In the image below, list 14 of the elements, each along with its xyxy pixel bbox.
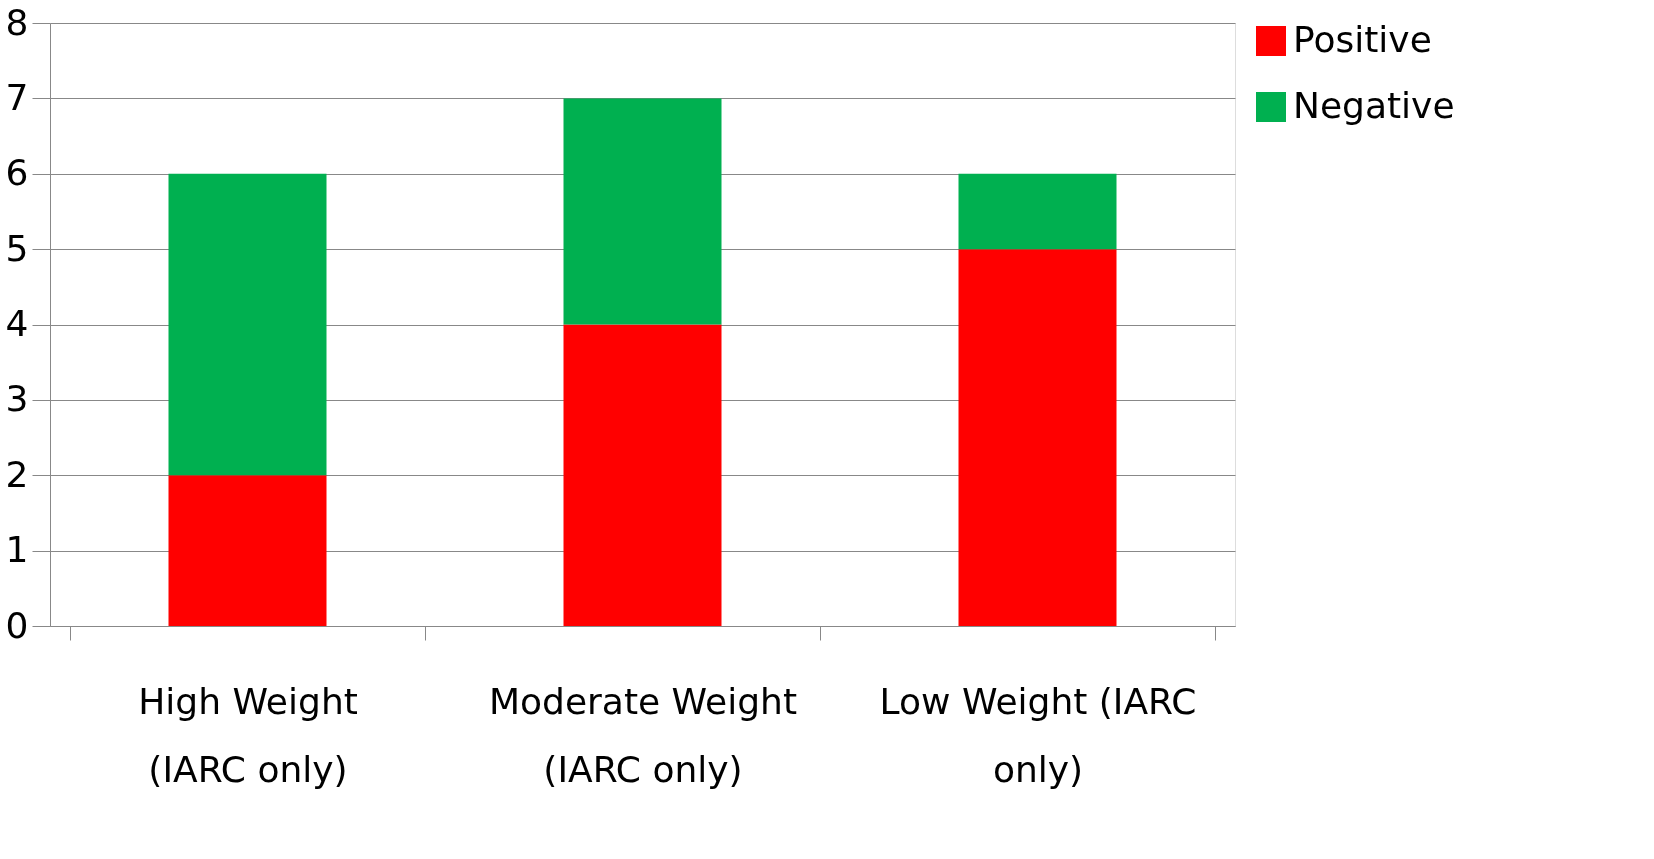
y-tick-label: 2 xyxy=(5,453,29,495)
x-tick-label: Low Weight (IARC only) xyxy=(879,680,1197,790)
x-tick-label: Moderate Weight (IARC only) xyxy=(488,680,798,790)
y-tick-label: 4 xyxy=(5,303,29,344)
y-tick-label: 8 xyxy=(5,1,29,43)
x-tick-label: High Weight (IARC only) xyxy=(138,680,358,790)
y-tick-label: 1 xyxy=(5,529,29,571)
y-tick-label: 6 xyxy=(5,152,29,194)
legend-label: Positive xyxy=(1293,19,1432,60)
y-tick-label: 3 xyxy=(5,378,29,420)
y-tick-label: 0 xyxy=(5,604,29,646)
y-tick-label: 7 xyxy=(5,76,29,118)
legend-label: Negative xyxy=(1293,85,1455,126)
y-tick-label: 5 xyxy=(5,227,29,269)
